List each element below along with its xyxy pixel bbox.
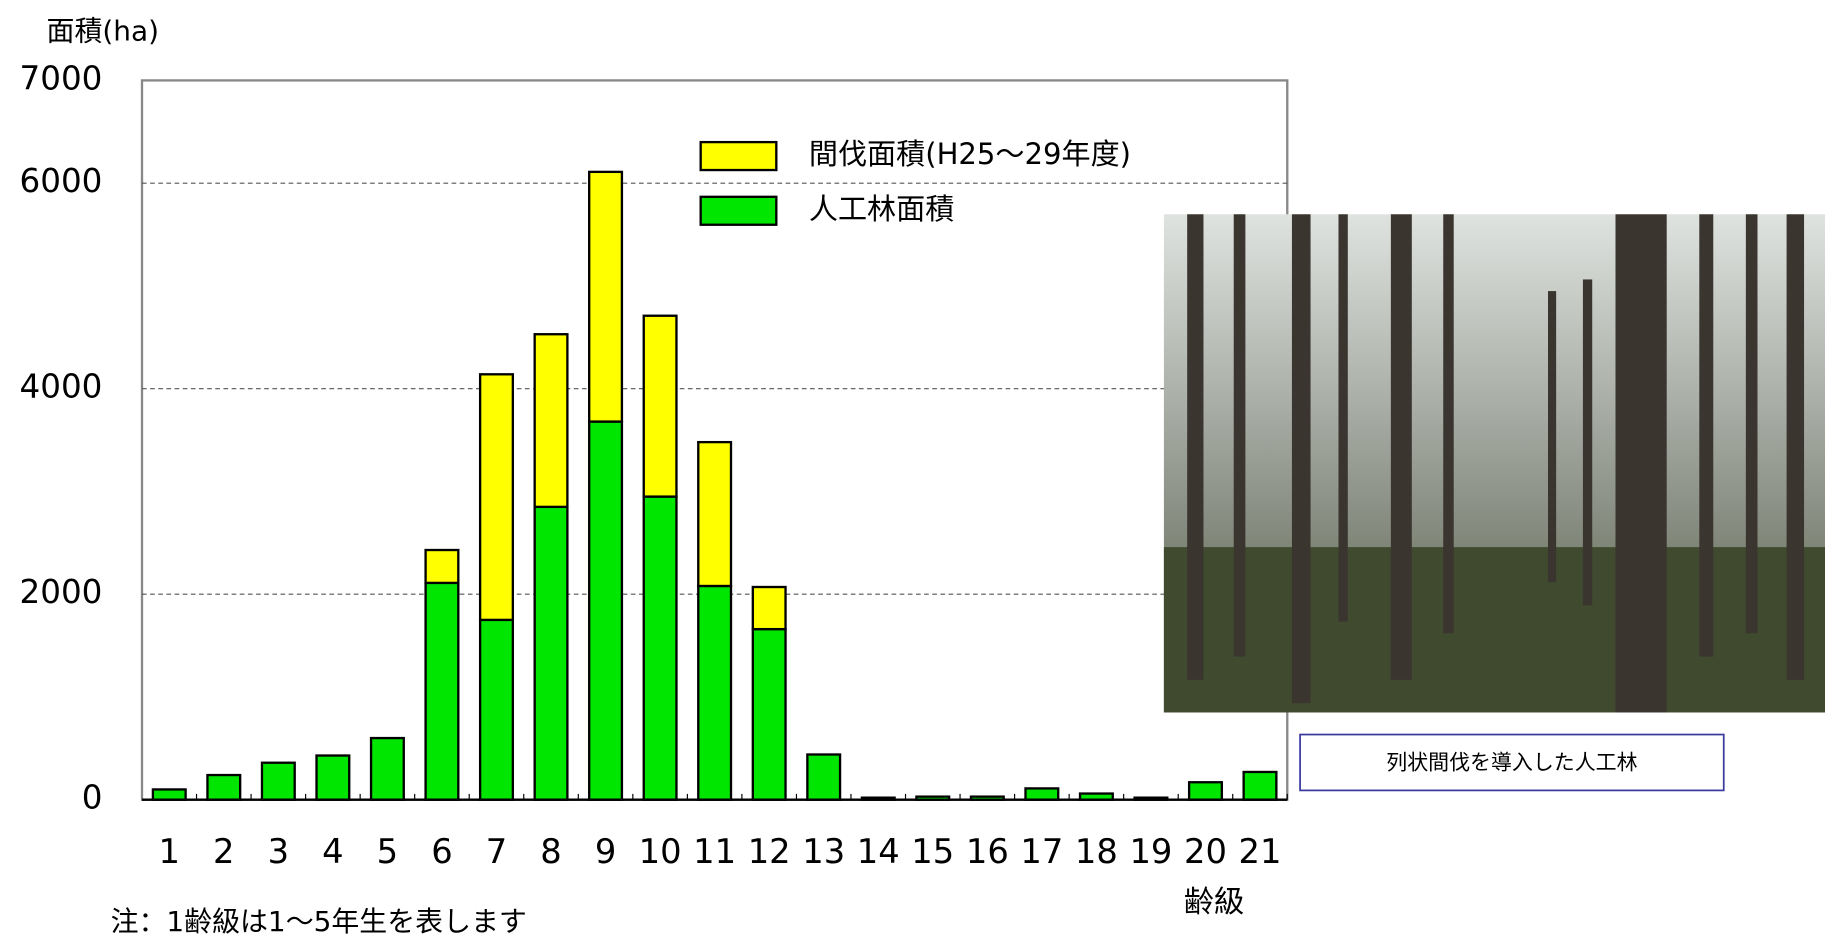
photo-caption: 列状間伐を導入した人工林 xyxy=(1386,751,1637,775)
x-tick-label: 1 xyxy=(159,832,180,871)
x-tick-label: 2 xyxy=(213,832,234,871)
x-tick-label: 8 xyxy=(540,832,561,871)
x-tick-label: 5 xyxy=(377,832,398,871)
bar-segment xyxy=(588,170,624,423)
bar-segment xyxy=(1187,781,1223,801)
bar-segment xyxy=(151,788,187,801)
x-tick-label: 7 xyxy=(486,832,507,871)
legend-swatch xyxy=(699,140,778,172)
legend-label: 人工林面積 xyxy=(809,192,954,226)
y-axis-label: 面積(ha) xyxy=(47,15,159,48)
y-tick-label: 7000 xyxy=(20,59,103,97)
x-tick-label: 10 xyxy=(639,832,682,871)
bar-segment xyxy=(533,505,569,801)
x-tick-label: 21 xyxy=(1239,832,1282,871)
bar-segment xyxy=(533,333,569,509)
bar-segment xyxy=(260,761,296,801)
bar-segment xyxy=(1024,787,1060,801)
bar-segment xyxy=(315,754,351,801)
bar-segment xyxy=(206,773,242,801)
x-tick-label: 4 xyxy=(322,832,343,871)
bar-segment xyxy=(478,373,515,622)
bar-segment xyxy=(642,495,678,801)
x-tick-label: 16 xyxy=(966,832,1009,871)
photo-ground xyxy=(1163,547,1825,713)
legend-swatch xyxy=(699,195,778,226)
x-tick-label: 11 xyxy=(693,832,736,871)
bar-segment xyxy=(1242,770,1278,801)
bar-segment xyxy=(806,753,842,801)
bar-segment xyxy=(697,584,733,801)
bar-segment xyxy=(369,736,405,801)
photo xyxy=(1163,214,1825,713)
note: 注：1齢級は1～5年生を表します xyxy=(111,905,527,936)
y-tick-label: 6000 xyxy=(20,162,103,200)
bar-segment xyxy=(642,314,678,498)
photo-trees xyxy=(1187,214,1805,713)
bar-segment xyxy=(424,548,460,585)
bar-segment xyxy=(588,420,624,801)
bar-segment xyxy=(751,585,787,631)
x-tick-label: 18 xyxy=(1075,832,1118,871)
y-tick-label: 4000 xyxy=(20,368,103,406)
x-tick-label: 19 xyxy=(1129,832,1172,871)
legend-label: 間伐面積(H25～29年度) xyxy=(809,137,1131,171)
x-tick-label: 9 xyxy=(595,832,616,871)
bar-segment xyxy=(424,581,460,801)
bar-segment xyxy=(751,627,787,801)
caption-box xyxy=(1299,733,1725,792)
x-tick-label: 20 xyxy=(1184,832,1227,871)
x-tick-label: 14 xyxy=(857,832,900,871)
x-tick-label: 15 xyxy=(911,832,954,871)
bar-segment xyxy=(478,618,515,801)
x-tick-label: 13 xyxy=(802,832,845,871)
y-tick-label: 2000 xyxy=(20,573,103,611)
x-tick-label: 17 xyxy=(1020,832,1063,871)
y-tick-label: 0 xyxy=(82,779,103,817)
bar-segment xyxy=(697,440,733,588)
x-tick-label: 3 xyxy=(268,832,289,871)
x-tick-label: 6 xyxy=(431,832,452,871)
x-tick-label: 12 xyxy=(748,832,791,871)
x-axis-label: 齢級 xyxy=(1184,885,1245,920)
